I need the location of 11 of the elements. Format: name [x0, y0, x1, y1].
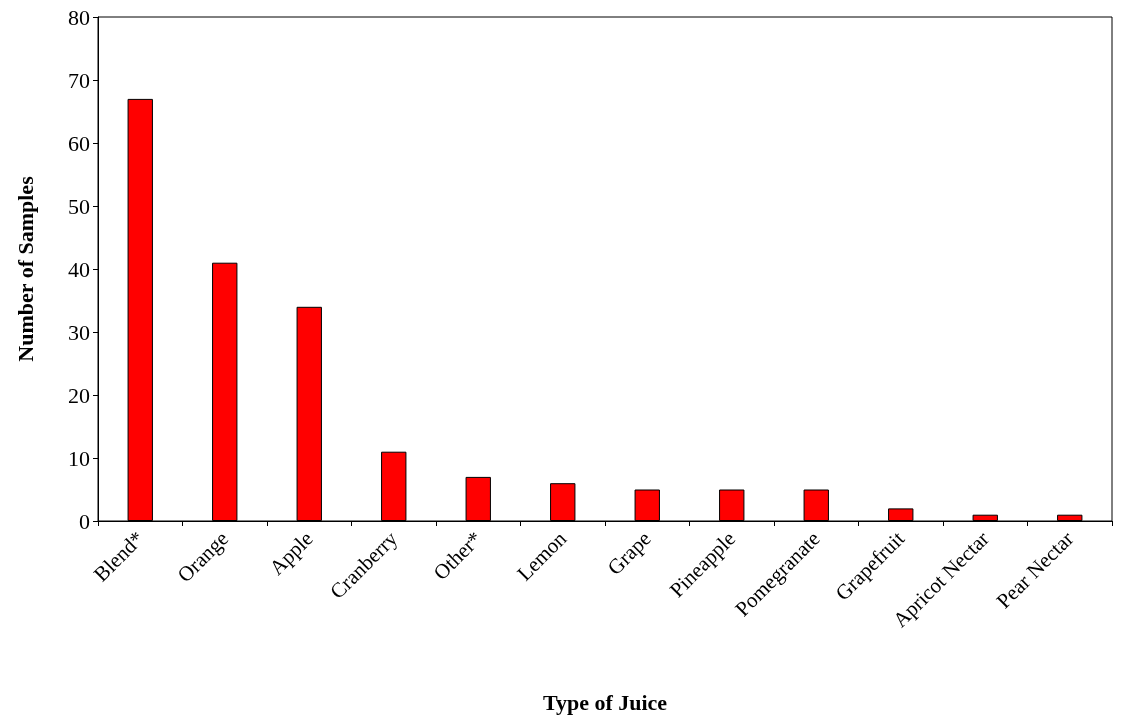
- y-tick-label: 50: [68, 193, 90, 219]
- y-tick-label: 10: [68, 445, 90, 471]
- x-axis-title: Type of Juice: [542, 689, 668, 715]
- y-tick-label: 20: [68, 382, 90, 408]
- y-tick-label: 60: [68, 130, 90, 156]
- y-tick-label: 80: [68, 4, 90, 30]
- y-tick-label: 40: [68, 256, 90, 282]
- y-axis-title: Number of Samples: [12, 175, 38, 362]
- y-tick-label: 70: [68, 67, 90, 93]
- y-tick-label: 30: [68, 319, 90, 345]
- y-tick-label: 0: [79, 508, 90, 534]
